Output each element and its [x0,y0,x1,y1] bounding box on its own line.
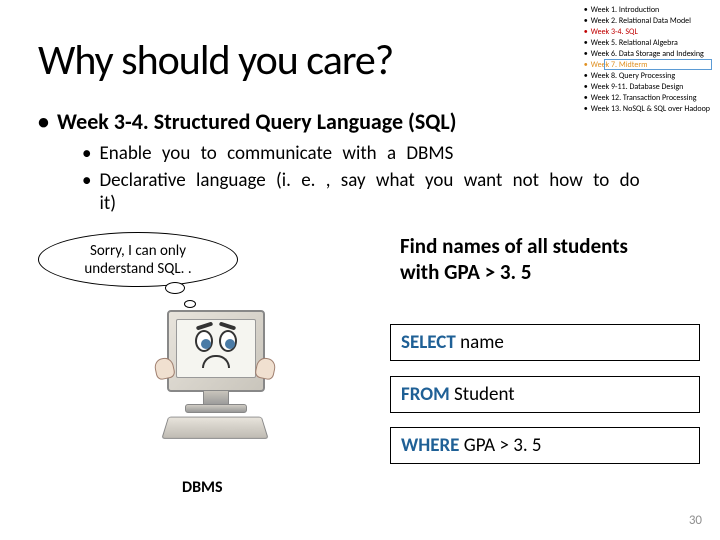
query-description: Find names of all students with GPA > 3.… [400,233,628,286]
bubble-line1: Sorry, I can only [90,242,186,260]
toc-item: •Week 1. Introduction [584,5,710,16]
mouth [202,355,230,368]
sql-where-box: WHERE GPA > 3. 5 [390,427,700,464]
toc-highlight-box [604,59,712,70]
toc-item: •Week 5. Relational Algebra [584,38,710,49]
toc-item: •Week 8. Query Processing [584,71,710,82]
monitor-base [185,404,247,413]
eye [195,330,213,352]
query-line1: Find names of all students [400,233,628,259]
sql-select-box: SELECT name [390,324,700,361]
main-bullet-text: Week 3-4. Structured Query Language (SQL… [57,108,457,135]
bullet-dot: • [38,108,49,135]
toc-item: •Week 13. NoSQL & SQL over Hadoop [584,104,710,115]
speech-bubble: Sorry, I can only understand SQL. . [38,232,238,287]
toc-item: •Week 2. Relational Data Model [584,16,710,27]
sql-text: name [456,331,504,354]
sub-bullet-item: •Declarative language (i. e. , say what … [82,169,657,215]
monitor [167,310,265,392]
sub-bullet-list: •Enable you to communicate with a DBMS •D… [82,142,657,219]
slide-title: Why should you care? [38,35,393,86]
computer-illustration [145,310,285,460]
keyboard [161,417,268,439]
eye [219,330,237,352]
sql-text: Student [450,383,515,406]
sql-keyword: FROM [401,383,450,406]
sql-from-box: FROM Student [390,376,700,413]
dbms-label: DBMS [182,478,223,497]
toc-item: •Week 12. Transaction Processing [584,93,710,104]
screen-face [176,319,256,378]
bubble-tail [184,300,196,308]
pupil [201,339,211,349]
query-line2: with GPA > 3. 5 [400,259,532,285]
sql-keyword: WHERE [401,434,459,457]
sub-bullet-item: •Enable you to communicate with a DBMS [82,142,657,165]
page-number: 30 [689,513,702,528]
main-bullet: • Week 3-4. Structured Query Language (SQ… [38,108,457,135]
sql-keyword: SELECT [401,331,456,354]
sql-text: GPA > 3. 5 [459,434,541,457]
toc-item: •Week 9-11. Database Design [584,82,710,93]
bubble-tail [165,282,185,294]
toc-item: •Week 3-4. SQL [584,27,710,38]
pupil [225,339,235,349]
bubble-line2: understand SQL. . [84,260,191,278]
